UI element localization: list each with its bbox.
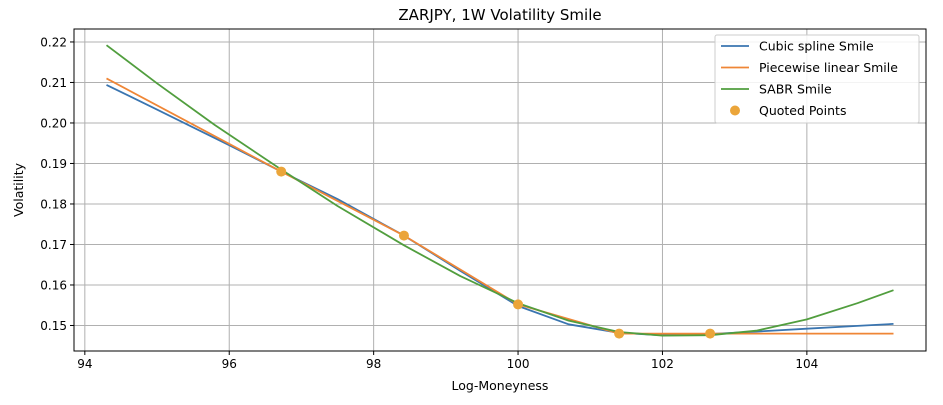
x-tick-label: 100 bbox=[507, 357, 530, 371]
x-tick-label: 104 bbox=[795, 357, 818, 371]
legend-label: Quoted Points bbox=[759, 103, 846, 118]
x-axis-label: Log-Moneyness bbox=[452, 378, 549, 393]
plot-frame bbox=[73, 28, 927, 352]
quoted-point bbox=[276, 166, 287, 177]
legend-label: SABR Smile bbox=[759, 82, 832, 97]
y-tick-label: 0.19 bbox=[40, 157, 67, 171]
y-tick-label: 0.22 bbox=[40, 35, 67, 49]
legend-label: Cubic spline Smile bbox=[759, 39, 874, 54]
x-tick-label: 96 bbox=[222, 357, 237, 371]
legend-marker-swatch bbox=[730, 105, 740, 116]
series-line bbox=[105, 44, 894, 337]
y-tick-label: 0.18 bbox=[40, 197, 67, 211]
quoted-point bbox=[513, 299, 524, 310]
x-tick-label: 98 bbox=[366, 357, 381, 371]
legend-box bbox=[714, 34, 920, 124]
y-tick-label: 0.20 bbox=[40, 116, 67, 130]
quoted-point bbox=[705, 328, 716, 339]
x-tick-label: 94 bbox=[77, 357, 92, 371]
y-tick-label: 0.16 bbox=[40, 278, 67, 292]
series-layer bbox=[105, 44, 894, 339]
y-tick-label: 0.15 bbox=[40, 319, 67, 333]
axis-ticks: 94 96 98 100 102 104 0.15 0.16 0.17 0.18 0.19 0.20 0… bbox=[40, 35, 818, 371]
y-axis-label: Volatility bbox=[11, 162, 26, 217]
y-tick-label: 0.21 bbox=[40, 76, 67, 90]
legend: Cubic spline Smile Piecewise linear Smile… bbox=[714, 34, 920, 124]
quoted-point bbox=[398, 230, 409, 241]
quoted-point bbox=[614, 328, 625, 339]
y-tick-label: 0.17 bbox=[40, 238, 67, 252]
legend-label: Piecewise linear Smile bbox=[759, 60, 898, 75]
chart-title: ZARJPY, 1W Volatility Smile bbox=[398, 6, 601, 24]
x-tick-label: 102 bbox=[651, 357, 674, 371]
